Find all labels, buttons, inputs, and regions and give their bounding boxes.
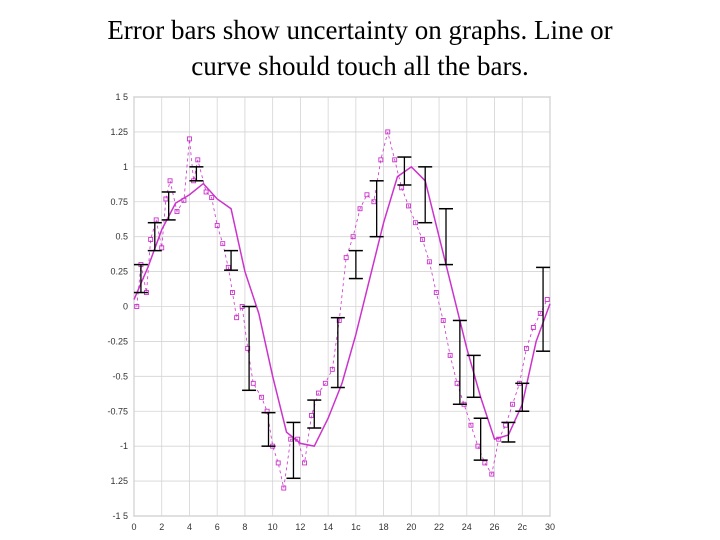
- x-tick-label: 10: [268, 522, 278, 532]
- slide-title-line-1: Error bars show uncertainty on graphs. L…: [107, 15, 613, 45]
- x-tick-label: 22: [434, 522, 444, 532]
- x-tick-label: 8: [242, 522, 247, 532]
- data-point-marker: [259, 394, 265, 400]
- data-point-marker: [530, 325, 536, 330]
- data-point-marker: [174, 209, 180, 214]
- data-point-marker: [250, 380, 256, 386]
- data-point-marker: [406, 203, 412, 209]
- x-tick-label: 2c: [518, 522, 528, 532]
- data-point-marker: [468, 422, 474, 428]
- data-point-marker: [148, 237, 154, 242]
- data-point-marker: [489, 471, 495, 477]
- x-tick-label: 30: [545, 522, 555, 532]
- data-point-marker: [322, 380, 328, 386]
- data-point-marker: [343, 255, 349, 261]
- data-point-marker: [475, 443, 481, 449]
- data-point-marker: [214, 223, 220, 228]
- y-tick-label: 1 5: [115, 92, 128, 102]
- y-tick-label: -0.25: [107, 336, 128, 346]
- x-tick-label: 12: [295, 522, 305, 532]
- data-point-marker: [209, 195, 215, 201]
- y-tick-label: -1 5: [112, 511, 128, 521]
- data-point-marker: [385, 129, 391, 135]
- data-point-marker: [234, 315, 240, 321]
- data-point-marker: [447, 352, 453, 358]
- data-point-marker: [503, 422, 509, 428]
- data-point-marker: [371, 199, 377, 205]
- data-point-marker: [523, 345, 529, 351]
- data-point-marker: [167, 178, 173, 184]
- data-point-marker: [454, 380, 460, 386]
- y-tick-label: -0.5: [112, 371, 128, 381]
- data-point-marker: [203, 189, 209, 195]
- data-point-marker: [419, 237, 425, 242]
- x-tick-label: 2: [159, 522, 164, 532]
- data-point-marker: [544, 297, 550, 302]
- data-point-marker: [302, 460, 308, 466]
- x-tick-label: 6: [215, 522, 220, 532]
- x-tick-label: 18: [379, 522, 389, 532]
- slide-title: Error bars show uncertainty on graphs. L…: [0, 12, 720, 84]
- x-tick-label: 14: [323, 522, 333, 532]
- y-tick-label: 0.25: [110, 267, 128, 277]
- data-point-marker: [350, 234, 356, 240]
- data-point-marker: [153, 217, 159, 223]
- data-point-marker: [230, 290, 235, 295]
- y-tick-label: 0: [123, 302, 128, 312]
- data-point-marker: [275, 460, 281, 466]
- data-point-marker: [537, 311, 543, 316]
- data-point-marker: [315, 390, 321, 396]
- data-point-marker: [225, 264, 231, 270]
- x-tick-label: 20: [406, 522, 416, 532]
- data-point-marker: [163, 196, 169, 202]
- data-point-marker: [426, 259, 432, 265]
- data-point-marker: [134, 304, 140, 309]
- data-point-marker: [433, 290, 439, 295]
- x-tick-label: 26: [490, 522, 500, 532]
- slide-title-line-2: curve should touch all the bars.: [191, 51, 529, 81]
- x-tick-label: 24: [462, 522, 472, 532]
- y-tick-label: 1.25: [110, 127, 128, 137]
- x-tick-label: 1c: [351, 522, 361, 532]
- data-point-marker: [187, 136, 192, 142]
- y-tick-label: 1: [123, 162, 128, 172]
- data-point-marker: [309, 412, 314, 418]
- data-point-marker: [482, 460, 488, 466]
- data-point-marker: [413, 220, 418, 226]
- data-point-marker: [357, 206, 363, 212]
- data-point-marker: [364, 192, 370, 198]
- data-point-marker: [440, 318, 446, 323]
- x-tick-label: 4: [187, 522, 192, 532]
- y-tick-label: -0.75: [107, 406, 128, 416]
- y-tick-label: 0.75: [110, 197, 128, 207]
- data-point-marker: [392, 157, 398, 163]
- data-point-marker: [220, 241, 226, 247]
- data-point-marker: [288, 436, 294, 442]
- data-point-marker: [281, 485, 287, 491]
- data-point-marker: [510, 401, 516, 407]
- data-point-marker: [399, 185, 405, 191]
- data-point-marker: [329, 366, 335, 372]
- x-tick-label: 0: [131, 522, 136, 532]
- y-tick-label: -1: [120, 441, 128, 451]
- y-tick-label: 1.25: [110, 476, 128, 486]
- data-point-marker: [195, 157, 201, 163]
- data-point-marker: [159, 245, 165, 251]
- y-tick-label: 0.5: [115, 232, 128, 242]
- data-point-marker: [378, 157, 384, 163]
- series-dashed-line: [136, 131, 548, 489]
